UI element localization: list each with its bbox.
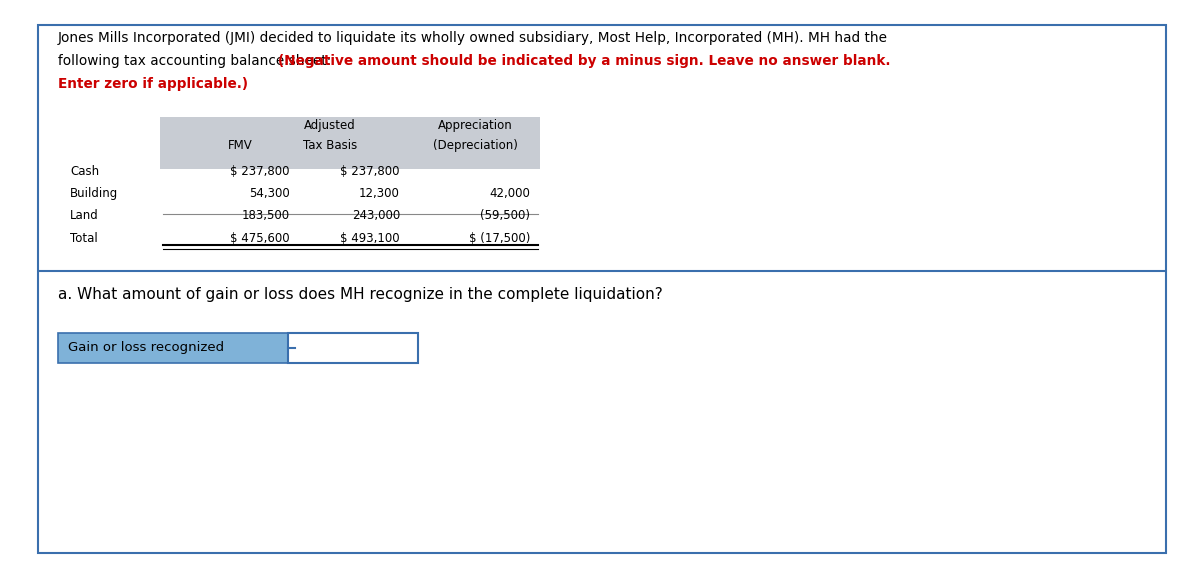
Bar (58, 333, 288, 363)
Text: $ (17,500): $ (17,500) (469, 232, 530, 245)
Text: Jones Mills Incorporated (JMI) decided to liquidate its wholly owned subsidiary,: Jones Mills Incorporated (JMI) decided t… (58, 31, 888, 45)
Text: $ 493,100: $ 493,100 (341, 232, 400, 245)
Text: Total: Total (70, 232, 97, 245)
Text: 54,300: 54,300 (250, 187, 290, 200)
Text: (59,500): (59,500) (480, 209, 530, 222)
Text: Appreciation: Appreciation (438, 119, 512, 132)
Bar (288, 333, 418, 363)
Text: 12,300: 12,300 (359, 187, 400, 200)
Text: 42,000: 42,000 (490, 187, 530, 200)
Text: Enter zero if applicable.): Enter zero if applicable.) (58, 77, 248, 91)
Text: (Depreciation): (Depreciation) (432, 139, 517, 152)
Text: Adjusted: Adjusted (304, 119, 356, 132)
Text: Tax Basis: Tax Basis (302, 139, 358, 152)
Text: $ 237,800: $ 237,800 (230, 165, 290, 178)
Text: (Negative amount should be indicated by a minus sign. Leave no answer blank.: (Negative amount should be indicated by … (278, 54, 890, 68)
Text: $ 237,800: $ 237,800 (341, 165, 400, 178)
Text: 183,500: 183,500 (242, 209, 290, 222)
Text: Land: Land (70, 209, 98, 222)
Bar (160, 117, 540, 169)
Text: following tax accounting balance sheet:: following tax accounting balance sheet: (58, 54, 336, 68)
Text: FMV: FMV (228, 139, 252, 152)
Text: a. What amount of gain or loss does MH recognize in the complete liquidation?: a. What amount of gain or loss does MH r… (58, 287, 662, 302)
Text: 243,000: 243,000 (352, 209, 400, 222)
Text: $ 475,600: $ 475,600 (230, 232, 290, 245)
Text: Building: Building (70, 187, 119, 200)
Text: Cash: Cash (70, 165, 100, 178)
Text: Gain or loss recognized: Gain or loss recognized (68, 342, 224, 355)
